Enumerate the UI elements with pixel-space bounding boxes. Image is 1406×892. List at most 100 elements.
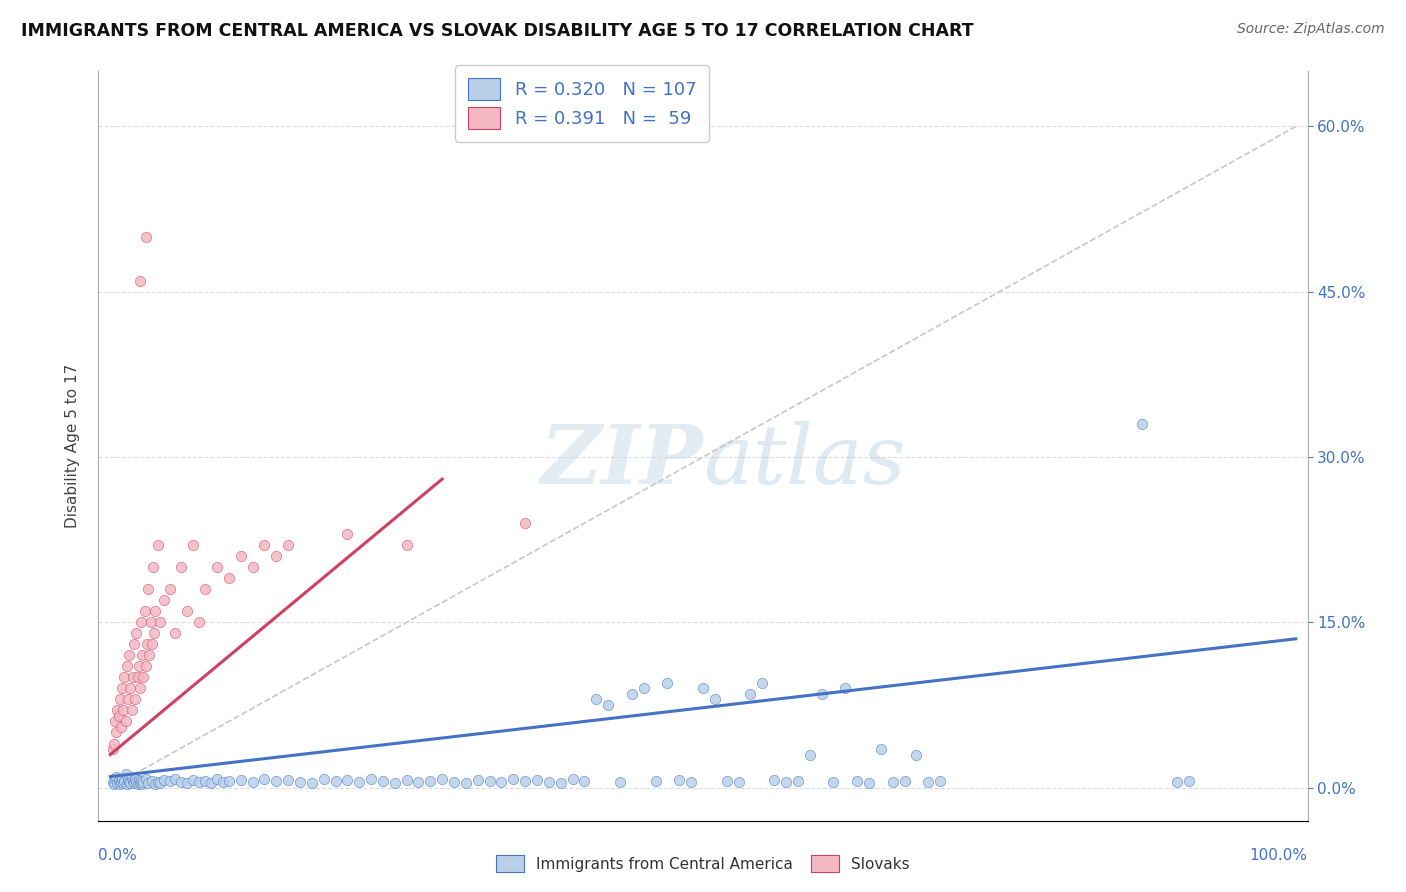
Point (149, 776, 172, 790)
Point (114, 774, 136, 789)
Point (121, 774, 143, 789)
Point (176, 776, 198, 790)
Point (125, 626, 148, 640)
Text: 100.0%: 100.0% (1250, 848, 1308, 863)
Point (134, 604, 156, 618)
Point (108, 777, 131, 791)
Point (205, 772, 228, 786)
Point (229, 549, 252, 564)
Point (443, 775, 465, 789)
Point (112, 703, 135, 717)
Point (104, 772, 127, 786)
Point (212, 775, 235, 789)
Point (751, 676, 773, 690)
Point (200, 776, 222, 790)
Point (115, 659, 138, 673)
Text: 0.0%: 0.0% (98, 848, 138, 863)
Point (218, 774, 240, 789)
Point (360, 772, 382, 786)
Point (181, 538, 204, 552)
Point (929, 774, 952, 789)
Text: IMMIGRANTS FROM CENTRAL AMERICA VS SLOVAK DISABILITY AGE 5 TO 17 CORRELATION CHA: IMMIGRANTS FROM CENTRAL AMERICA VS SLOVA… (21, 22, 974, 40)
Point (858, 776, 880, 790)
Point (165, 772, 187, 786)
Point (103, 777, 125, 791)
Point (371, 774, 394, 789)
Point (644, 774, 666, 789)
Text: ZIP: ZIP (540, 421, 703, 501)
Point (135, 772, 157, 786)
Point (136, 637, 159, 651)
Point (131, 777, 153, 791)
Point (218, 571, 240, 585)
Point (336, 527, 359, 541)
Point (301, 776, 323, 790)
Point (110, 720, 132, 734)
Point (347, 775, 370, 789)
Point (253, 772, 276, 786)
Point (118, 775, 141, 789)
Point (253, 538, 276, 552)
Point (118, 648, 141, 663)
Point (127, 670, 149, 684)
Point (105, 725, 128, 739)
Point (111, 681, 134, 696)
Point (1130, 417, 1153, 431)
Y-axis label: Disability Age 5 to 17: Disability Age 5 to 17 (65, 364, 80, 528)
Point (312, 772, 335, 786)
Point (112, 776, 135, 790)
Point (491, 775, 513, 789)
Point (121, 670, 143, 684)
Point (537, 775, 560, 789)
Point (128, 659, 150, 673)
Text: Source: ZipAtlas.com: Source: ZipAtlas.com (1237, 22, 1385, 37)
Point (170, 775, 193, 789)
Point (550, 776, 572, 790)
Point (122, 776, 145, 790)
Point (395, 772, 418, 787)
Point (395, 538, 418, 552)
Point (242, 560, 264, 574)
Point (117, 772, 139, 787)
Point (882, 775, 904, 789)
Point (108, 692, 131, 706)
Point (574, 774, 596, 789)
Point (194, 582, 217, 597)
Point (105, 770, 128, 784)
Point (288, 775, 311, 789)
Point (124, 772, 146, 786)
Point (893, 774, 915, 789)
Point (692, 681, 714, 696)
Point (408, 775, 430, 789)
Point (181, 772, 204, 787)
Point (138, 648, 160, 663)
Point (467, 772, 489, 787)
Point (336, 772, 359, 787)
Point (846, 774, 869, 789)
Point (131, 648, 153, 663)
Point (143, 604, 166, 618)
Point (229, 772, 252, 787)
Point (120, 776, 142, 790)
Point (716, 774, 738, 789)
Point (136, 776, 159, 790)
Point (419, 774, 441, 789)
Point (129, 774, 152, 789)
Point (188, 775, 211, 789)
Point (799, 747, 821, 762)
Point (188, 615, 211, 630)
Point (152, 593, 174, 607)
Legend: Immigrants from Central America, Slovaks: Immigrants from Central America, Slovaks (489, 847, 917, 880)
Point (124, 692, 146, 706)
Point (478, 774, 501, 789)
Point (146, 538, 169, 552)
Point (454, 776, 477, 790)
Point (107, 774, 129, 789)
Point (120, 681, 142, 696)
Point (277, 772, 299, 787)
Point (114, 767, 136, 781)
Point (176, 604, 198, 618)
Point (264, 549, 287, 564)
Point (561, 772, 583, 786)
Point (609, 775, 631, 789)
